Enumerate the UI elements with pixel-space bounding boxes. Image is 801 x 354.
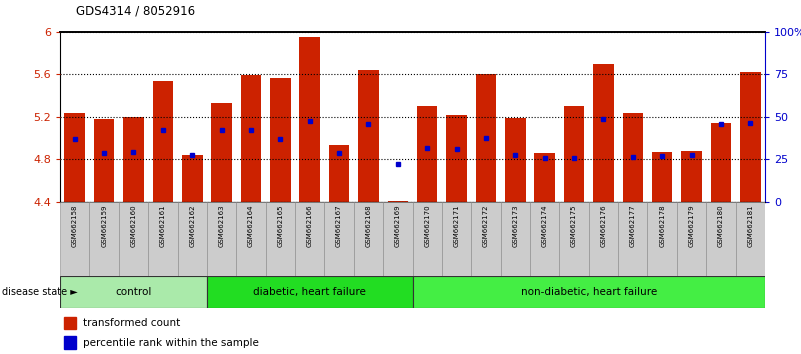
Text: GDS4314 / 8052916: GDS4314 / 8052916: [76, 5, 195, 18]
Text: GSM662159: GSM662159: [101, 204, 107, 246]
Bar: [358, 70, 379, 202]
Bar: [270, 78, 291, 202]
Text: GSM662161: GSM662161: [160, 204, 166, 247]
Bar: [564, 106, 584, 202]
Bar: [593, 64, 614, 202]
Bar: [622, 113, 643, 202]
Text: GSM662173: GSM662173: [513, 204, 518, 247]
Bar: [119, 202, 148, 276]
Bar: [740, 72, 760, 202]
Bar: [90, 202, 119, 276]
Text: GSM662176: GSM662176: [601, 204, 606, 247]
Bar: [618, 202, 647, 276]
Bar: [178, 202, 207, 276]
Bar: [266, 202, 295, 276]
Bar: [442, 202, 471, 276]
Bar: [295, 202, 324, 276]
Text: percentile rank within the sample: percentile rank within the sample: [83, 337, 259, 348]
Bar: [471, 202, 501, 276]
Text: GSM662171: GSM662171: [453, 204, 460, 247]
Text: GSM662164: GSM662164: [248, 204, 254, 246]
Text: GSM662168: GSM662168: [365, 204, 372, 247]
Text: diabetic, heart failure: diabetic, heart failure: [253, 287, 366, 297]
Bar: [328, 145, 349, 202]
Bar: [182, 155, 203, 202]
Bar: [94, 119, 115, 202]
Text: GSM662179: GSM662179: [689, 204, 694, 247]
Text: GSM662170: GSM662170: [425, 204, 430, 247]
Bar: [207, 276, 413, 308]
Bar: [681, 151, 702, 202]
Text: GSM662169: GSM662169: [395, 204, 400, 247]
Text: GSM662181: GSM662181: [747, 204, 753, 247]
Bar: [63, 336, 76, 349]
Text: GSM662178: GSM662178: [659, 204, 665, 247]
Bar: [735, 202, 765, 276]
Bar: [63, 316, 76, 329]
Bar: [534, 153, 555, 202]
Text: non-diabetic, heart failure: non-diabetic, heart failure: [521, 287, 657, 297]
Bar: [413, 276, 765, 308]
Bar: [501, 202, 530, 276]
Bar: [505, 118, 525, 202]
Bar: [354, 202, 383, 276]
Bar: [64, 113, 85, 202]
Text: GSM662174: GSM662174: [541, 204, 548, 246]
Bar: [211, 103, 232, 202]
Bar: [388, 201, 408, 202]
Bar: [446, 115, 467, 202]
Bar: [413, 202, 442, 276]
Text: GSM662158: GSM662158: [72, 204, 78, 246]
Text: disease state ►: disease state ►: [2, 287, 78, 297]
Bar: [324, 202, 354, 276]
Bar: [383, 202, 413, 276]
Text: GSM662166: GSM662166: [307, 204, 312, 247]
Text: GSM662180: GSM662180: [718, 204, 724, 247]
Bar: [559, 202, 589, 276]
Bar: [148, 202, 178, 276]
Bar: [476, 74, 496, 202]
Text: GSM662177: GSM662177: [630, 204, 636, 247]
Text: GSM662163: GSM662163: [219, 204, 224, 247]
Bar: [677, 202, 706, 276]
Text: control: control: [115, 287, 151, 297]
Bar: [123, 117, 144, 202]
Bar: [589, 202, 618, 276]
Bar: [300, 37, 320, 202]
Bar: [236, 202, 266, 276]
Bar: [152, 81, 173, 202]
Text: GSM662162: GSM662162: [189, 204, 195, 246]
Text: GSM662165: GSM662165: [277, 204, 284, 246]
Text: GSM662160: GSM662160: [131, 204, 136, 247]
Bar: [240, 75, 261, 202]
Bar: [417, 106, 437, 202]
Text: GSM662172: GSM662172: [483, 204, 489, 246]
Bar: [207, 202, 236, 276]
Bar: [60, 202, 90, 276]
Bar: [530, 202, 559, 276]
Bar: [706, 202, 735, 276]
Text: transformed count: transformed count: [83, 318, 180, 328]
Text: GSM662167: GSM662167: [336, 204, 342, 247]
Bar: [60, 276, 207, 308]
Text: GSM662175: GSM662175: [571, 204, 577, 246]
Bar: [647, 202, 677, 276]
Bar: [652, 152, 672, 202]
Bar: [710, 123, 731, 202]
